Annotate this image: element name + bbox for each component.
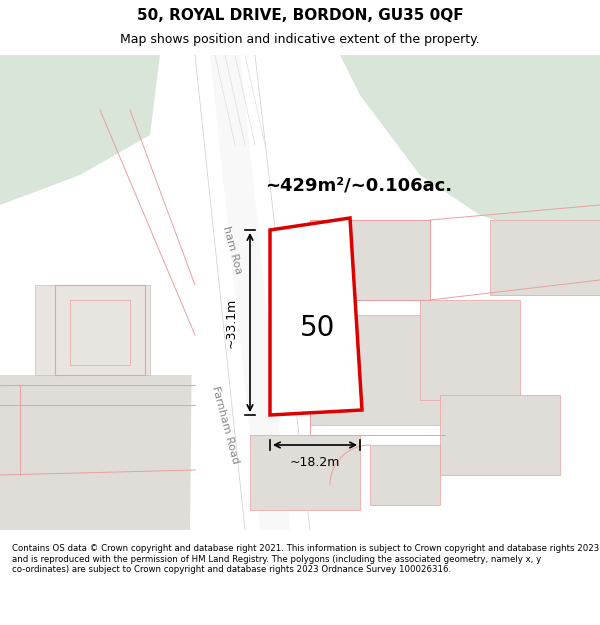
Polygon shape [270, 218, 362, 415]
Bar [310, 315, 445, 425]
Bar [490, 220, 600, 295]
Text: ~33.1m: ~33.1m [225, 298, 238, 348]
Text: 50, ROYAL DRIVE, BORDON, GU35 0QF: 50, ROYAL DRIVE, BORDON, GU35 0QF [137, 8, 463, 23]
Text: 50: 50 [301, 314, 335, 342]
Bar [0, 375, 195, 530]
Polygon shape [0, 55, 160, 205]
Polygon shape [210, 55, 290, 530]
Bar [310, 220, 430, 300]
Bar [440, 395, 560, 475]
Bar [420, 300, 520, 400]
Polygon shape [190, 55, 310, 530]
Text: Contains OS data © Crown copyright and database right 2021. This information is : Contains OS data © Crown copyright and d… [12, 544, 599, 574]
Text: ~18.2m: ~18.2m [290, 456, 340, 469]
Bar [250, 435, 360, 510]
Polygon shape [340, 55, 600, 255]
Bar [370, 445, 440, 505]
Text: ham Roa: ham Roa [221, 225, 243, 275]
Text: ~429m²/~0.106ac.: ~429m²/~0.106ac. [265, 176, 452, 194]
Text: Map shows position and indicative extent of the property.: Map shows position and indicative extent… [120, 33, 480, 46]
Text: Farnham Road: Farnham Road [210, 385, 240, 465]
Bar [35, 285, 150, 375]
